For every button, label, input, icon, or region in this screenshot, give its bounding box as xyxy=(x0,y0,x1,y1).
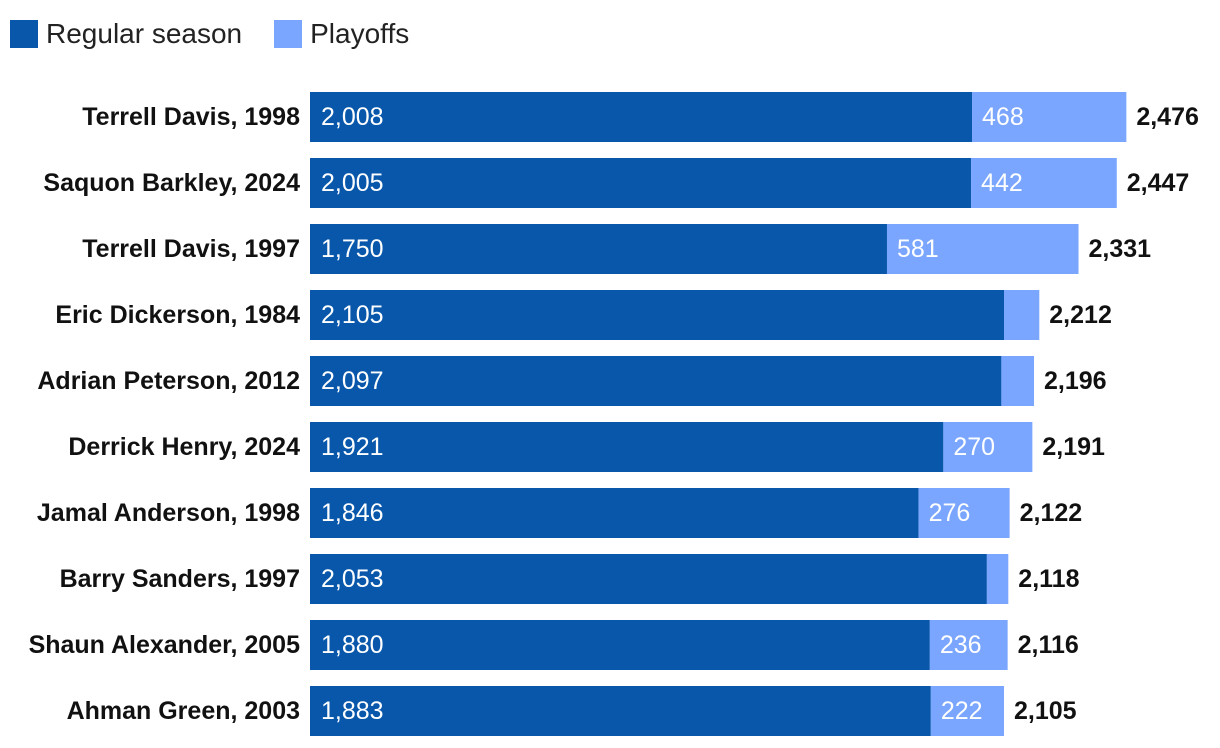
data-label-regular-season: 2,053 xyxy=(321,565,384,593)
data-label-playoffs: 270 xyxy=(953,433,995,461)
total-label: 2,122 xyxy=(1020,499,1083,527)
bar-regular-season xyxy=(310,92,973,142)
total-label: 2,212 xyxy=(1049,301,1112,329)
data-label-regular-season: 1,750 xyxy=(321,235,384,263)
total-label: 2,447 xyxy=(1127,169,1190,197)
row-label: Adrian Peterson, 2012 xyxy=(37,367,300,395)
bar-playoffs xyxy=(943,422,1033,472)
data-label-regular-season: 2,008 xyxy=(321,103,384,131)
bar-regular-season xyxy=(310,620,930,670)
bar-regular-season xyxy=(310,356,1002,406)
bar-regular-season xyxy=(310,224,887,274)
bar-playoffs xyxy=(971,158,1117,208)
row-label: Terrell Davis, 1998 xyxy=(82,103,300,131)
legend-label-playoffs: Playoffs xyxy=(310,18,410,49)
total-label: 2,331 xyxy=(1089,235,1152,263)
data-label-regular-season: 1,921 xyxy=(321,433,384,461)
data-label-playoffs: 236 xyxy=(940,631,982,659)
legend-item-regular-season: Regular season xyxy=(10,18,242,50)
data-label-playoffs: 581 xyxy=(897,235,939,263)
bar-regular-season xyxy=(310,158,972,208)
bar-regular-season xyxy=(310,290,1005,340)
total-label: 2,196 xyxy=(1044,367,1107,395)
total-label: 2,191 xyxy=(1042,433,1105,461)
total-label: 2,116 xyxy=(1018,631,1079,659)
data-label-playoffs: 468 xyxy=(982,103,1024,131)
row-label: Shaun Alexander, 2005 xyxy=(29,631,301,659)
bar-regular-season xyxy=(310,554,987,604)
data-label-regular-season: 2,105 xyxy=(321,301,384,329)
bar-playoffs xyxy=(886,224,1079,274)
data-label-regular-season: 1,846 xyxy=(321,499,384,527)
row-label: Barry Sanders, 1997 xyxy=(60,565,300,593)
row-label: Terrell Davis, 1997 xyxy=(82,235,300,263)
row-label: Jamal Anderson, 1998 xyxy=(37,499,300,527)
data-label-regular-season: 1,880 xyxy=(321,631,384,659)
legend-label-regular-season: Regular season xyxy=(46,18,243,49)
legend-swatch-regular-season xyxy=(10,20,38,48)
bar-playoffs xyxy=(972,92,1127,142)
data-label-regular-season: 2,005 xyxy=(321,169,384,197)
data-label-regular-season: 2,097 xyxy=(321,367,384,395)
data-label-playoffs: 442 xyxy=(981,169,1023,197)
row-label: Derrick Henry, 2024 xyxy=(68,433,300,461)
bar-playoffs xyxy=(930,686,1005,736)
legend-item-playoffs: Playoffs xyxy=(274,18,409,50)
bar-regular-season xyxy=(310,422,944,472)
bar-playoffs xyxy=(918,488,1010,538)
data-label-regular-season: 1,883 xyxy=(321,697,384,725)
row-label: Saquon Barkley, 2024 xyxy=(43,169,300,197)
bar-playoffs xyxy=(1001,356,1035,406)
data-label-playoffs: 276 xyxy=(929,499,971,527)
total-label: 2,105 xyxy=(1014,697,1077,725)
row-label: Ahman Green, 2003 xyxy=(67,697,300,725)
legend: Regular season Playoffs xyxy=(10,18,441,50)
bar-playoffs xyxy=(1004,290,1040,340)
total-label: 2,118 xyxy=(1018,565,1079,593)
data-label-playoffs: 222 xyxy=(941,697,983,725)
bar-regular-season xyxy=(310,686,931,736)
total-label: 2,476 xyxy=(1136,103,1199,131)
bar-playoffs xyxy=(986,554,1009,604)
legend-swatch-playoffs xyxy=(274,20,303,48)
bar-regular-season xyxy=(310,488,919,538)
row-label: Eric Dickerson, 1984 xyxy=(55,301,300,329)
bar-playoffs xyxy=(929,620,1008,670)
